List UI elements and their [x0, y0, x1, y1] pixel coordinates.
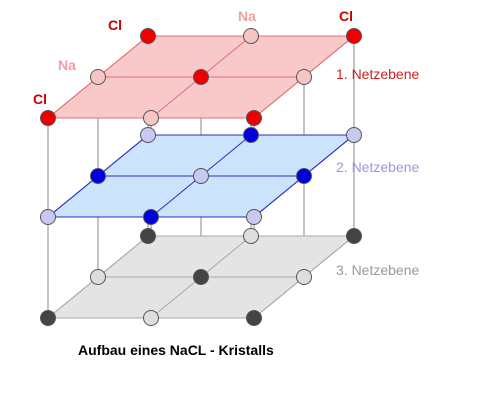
plane-label-2: 2. Netzebene	[336, 159, 419, 175]
plane-3-cl-atom	[193, 269, 209, 285]
plane-1-na-atom	[243, 28, 259, 44]
plane-1-cl-atom	[140, 28, 156, 44]
plane-3-cl-atom	[346, 228, 362, 244]
plane-2-cl-atom	[296, 168, 312, 184]
plane-2-na-atom	[193, 168, 209, 184]
label-na-left: Na	[58, 57, 76, 73]
label-na-top: Na	[238, 8, 256, 24]
plane-1-na-atom	[296, 69, 312, 85]
plane-3-cl-atom	[140, 228, 156, 244]
label-cl-front-left: Cl	[33, 91, 47, 107]
plane-3-na-atom	[143, 310, 159, 326]
plane-1-na-atom	[143, 110, 159, 126]
plane-2-na-atom	[140, 127, 156, 143]
plane-1	[40, 28, 362, 126]
plane-3-na-atom	[243, 228, 259, 244]
plane-label-3: 3. Netzebene	[336, 262, 419, 278]
label-cl-top-right: Cl	[339, 8, 353, 24]
plane-3	[40, 228, 362, 326]
plane-3-na-atom	[296, 269, 312, 285]
plane-2-cl-atom	[143, 209, 159, 225]
plane-2-cl-atom	[90, 168, 106, 184]
plane-2-atoms	[40, 127, 362, 225]
plane-1-cl-atom	[346, 28, 362, 44]
plane-2	[40, 127, 362, 225]
plane-3-na-atom	[90, 269, 106, 285]
plane-3-atoms	[40, 228, 362, 326]
plane-3-cl-atom	[246, 310, 262, 326]
label-cl-top-left: Cl	[108, 17, 122, 33]
plane-1-cl-atom	[246, 110, 262, 126]
plane-2-na-atom	[40, 209, 56, 225]
plane-1-cl-atom	[193, 69, 209, 85]
plane-2-na-atom	[246, 209, 262, 225]
plane-2-na-atom	[346, 127, 362, 143]
plane-2-cl-atom	[243, 127, 259, 143]
plane-3-cl-atom	[40, 310, 56, 326]
plane-1-cl-atom	[40, 110, 56, 126]
plane-1-atoms	[40, 28, 362, 126]
plane-label-1: 1. Netzebene	[336, 66, 419, 82]
diagram-caption: Aufbau eines NaCL - Kristalls	[78, 342, 274, 358]
plane-1-na-atom	[90, 69, 106, 85]
